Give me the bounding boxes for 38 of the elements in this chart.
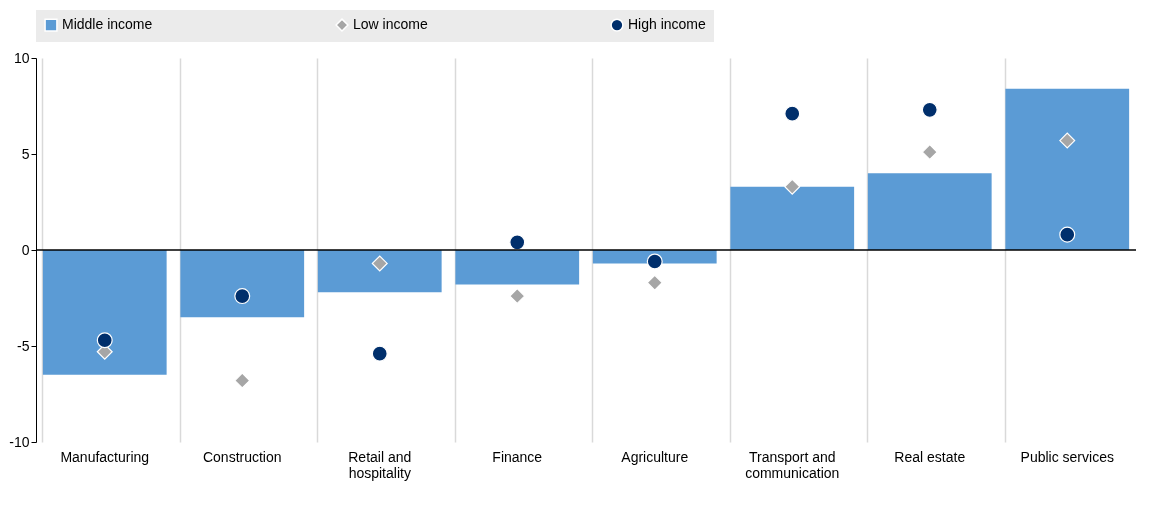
- point: [921, 144, 938, 161]
- point: [921, 101, 938, 118]
- bar: [180, 250, 305, 318]
- legend-label: Middle income: [62, 16, 153, 33]
- bar: [455, 250, 580, 285]
- point: [371, 255, 388, 272]
- point: [784, 178, 801, 195]
- y-tick-label: -5: [17, 337, 30, 354]
- point: [646, 274, 663, 291]
- point: [509, 234, 526, 251]
- point: [1059, 226, 1076, 243]
- point: [509, 288, 526, 305]
- y-tick-label: 10: [13, 49, 30, 66]
- x-tick-label: Agriculture: [621, 448, 689, 465]
- point: [1059, 132, 1076, 149]
- bar: [730, 186, 855, 250]
- bar: [867, 173, 992, 250]
- bar: [42, 250, 167, 375]
- point: [96, 332, 113, 349]
- point: [234, 288, 251, 305]
- bar: [1005, 88, 1130, 250]
- x-tick-label: Manufacturing: [60, 448, 150, 465]
- point: [234, 372, 251, 389]
- point: [371, 345, 388, 362]
- x-tick-label: Retail and hospitality: [348, 448, 412, 481]
- legend-label: High income: [628, 16, 707, 33]
- y-tick-label: 0: [21, 241, 30, 258]
- x-tick-label: Construction: [202, 448, 282, 465]
- y-tick-label: -10: [9, 433, 30, 450]
- point: [784, 105, 801, 122]
- x-tick-label: Transport and communication: [745, 448, 840, 481]
- point: [646, 253, 663, 270]
- x-tick-label: Real estate: [894, 448, 966, 465]
- x-tick-label: Finance: [492, 448, 543, 465]
- legend-label: Low income: [353, 16, 428, 33]
- y-tick-label: 5: [21, 145, 30, 162]
- bar: [317, 250, 442, 293]
- x-tick-label: Public services: [1020, 448, 1114, 465]
